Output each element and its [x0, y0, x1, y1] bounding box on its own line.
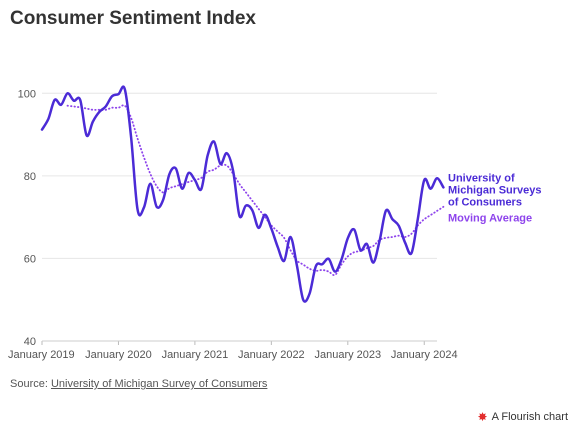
chart-title: Consumer Sentiment Index [10, 8, 256, 29]
series-lines [40, 85, 445, 303]
source-note: Source: University of Michigan Survey of… [10, 378, 267, 390]
y-axis-ticks: 40 60 80 100 [18, 88, 36, 348]
x-tick-label: January 2024 [391, 349, 458, 361]
series-label-sentiment: Michigan Surveys [448, 184, 542, 196]
x-tick-label: January 2020 [85, 349, 152, 361]
flourish-credit-label: A Flourish chart [491, 411, 568, 423]
flourish-credit[interactable]: ✸ A Flourish chart [478, 411, 568, 423]
y-tick-label-100: 100 [18, 88, 36, 100]
source-link[interactable]: University of Michigan Survey of Consume… [50, 378, 268, 390]
moving-average-line [66, 104, 445, 277]
x-tick-label: January 2023 [314, 349, 381, 361]
sentiment-line [40, 85, 445, 303]
series-label-moving-average: Moving Average [448, 212, 532, 224]
series-label-sentiment: University of [448, 172, 515, 184]
x-tick-label: January 2022 [238, 349, 305, 361]
gridlines [42, 92, 437, 259]
y-tick-label-40: 40 [24, 336, 36, 348]
y-tick-label-80: 80 [24, 171, 36, 183]
flourish-logo-icon: ✸ [477, 410, 488, 424]
source-prefix: Source: [10, 378, 51, 390]
series-label-sentiment: of Consumers [448, 196, 522, 208]
x-axis-ticks: January 2019 January 2020 January 2021 Janu… [8, 341, 458, 361]
x-tick-label: January 2021 [162, 349, 229, 361]
y-tick-label-60: 60 [24, 253, 36, 265]
x-tick-label: January 2019 [8, 349, 75, 361]
